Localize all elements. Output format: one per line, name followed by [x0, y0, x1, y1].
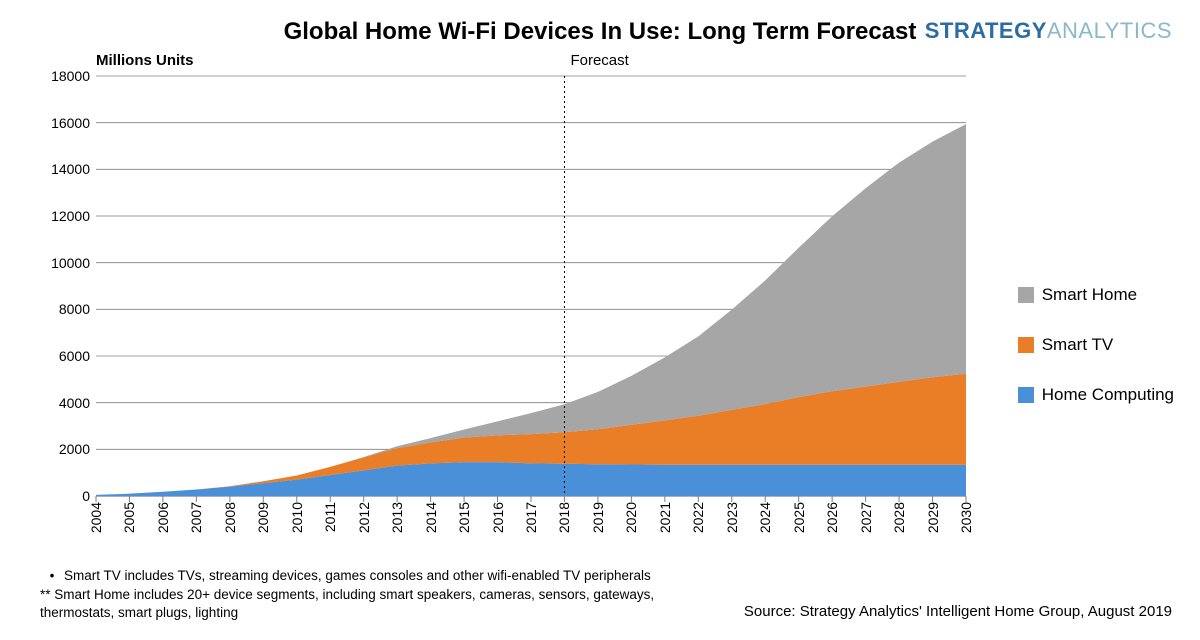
footnote-1: • Smart TV includes TVs, streaming devic… — [40, 567, 680, 585]
x-tick-label: 2012 — [356, 502, 372, 533]
x-tick-label: 2007 — [188, 502, 204, 533]
y-tick-label: 6000 — [59, 348, 90, 364]
y-tick-label: 4000 — [59, 395, 90, 411]
legend-label: Smart Home — [1042, 285, 1137, 305]
footnote-2: ** Smart Home includes 20+ device segmen… — [40, 586, 680, 622]
legend-label: Smart TV — [1042, 335, 1113, 355]
legend-label: Home Computing — [1042, 385, 1174, 405]
x-tick-label: 2013 — [389, 502, 405, 533]
y-tick-label: 8000 — [59, 301, 90, 317]
legend-swatch — [1018, 387, 1034, 403]
x-tick-label: 2017 — [523, 502, 539, 533]
x-tick-label: 2008 — [222, 502, 238, 533]
x-tick-label: 2022 — [690, 502, 706, 533]
footnotes: • Smart TV includes TVs, streaming devic… — [40, 567, 680, 622]
legend: Smart Home Smart TV Home Computing — [1018, 255, 1174, 435]
y-tick-label: 12000 — [51, 208, 90, 224]
area-home_computing — [96, 462, 966, 496]
x-tick-label: 2024 — [757, 502, 773, 533]
brand-logo: STRATEGYANALYTICS — [925, 18, 1172, 44]
x-tick-label: 2025 — [791, 502, 807, 533]
x-tick-label: 2027 — [858, 502, 874, 533]
y-tick-label: 10000 — [51, 255, 90, 271]
chart-svg — [96, 76, 966, 496]
legend-item-smart_tv: Smart TV — [1018, 335, 1174, 355]
x-tick-label: 2014 — [423, 502, 439, 533]
source-line: Source: Strategy Analytics' Intelligent … — [744, 603, 1172, 620]
x-tick-label: 2029 — [925, 502, 941, 533]
x-tick-label: 2011 — [322, 502, 338, 532]
y-tick-label: 14000 — [51, 161, 90, 177]
y-tick-label: 2000 — [59, 441, 90, 457]
y-tick-label: 16000 — [51, 115, 90, 131]
x-tick-label: 2028 — [891, 502, 907, 533]
legend-swatch — [1018, 337, 1034, 353]
x-tick-label: 2018 — [556, 502, 572, 533]
x-tick-label: 2004 — [88, 502, 104, 533]
footnote-1-text: Smart TV includes TVs, streaming devices… — [64, 567, 651, 585]
x-tick-label: 2010 — [289, 502, 305, 533]
x-tick-label: 2020 — [623, 502, 639, 533]
x-tick-label: 2030 — [958, 502, 974, 533]
x-tick-label: 2026 — [824, 502, 840, 533]
y-tick-label: 18000 — [51, 68, 90, 84]
x-tick-label: 2023 — [724, 502, 740, 533]
x-tick-label: 2009 — [255, 502, 271, 533]
y-axis-title: Millions Units — [96, 52, 194, 69]
forecast-label: Forecast — [570, 52, 628, 69]
chart-container: Global Home Wi-Fi Devices In Use: Long T… — [0, 0, 1200, 640]
brand-part2: ANALYTICS — [1047, 18, 1172, 43]
bullet-icon: • — [40, 567, 64, 585]
legend-swatch — [1018, 287, 1034, 303]
x-tick-label: 2015 — [456, 502, 472, 533]
plot-area: 0200040006000800010000120001400016000180… — [96, 76, 966, 496]
x-tick-label: 2006 — [155, 502, 171, 533]
legend-item-home_computing: Home Computing — [1018, 385, 1174, 405]
x-tick-label: 2019 — [590, 502, 606, 533]
x-tick-label: 2021 — [657, 502, 673, 533]
legend-item-smart_home: Smart Home — [1018, 285, 1174, 305]
brand-part1: STRATEGY — [925, 18, 1047, 43]
x-tick-label: 2016 — [490, 502, 506, 533]
x-tick-label: 2005 — [121, 502, 137, 533]
